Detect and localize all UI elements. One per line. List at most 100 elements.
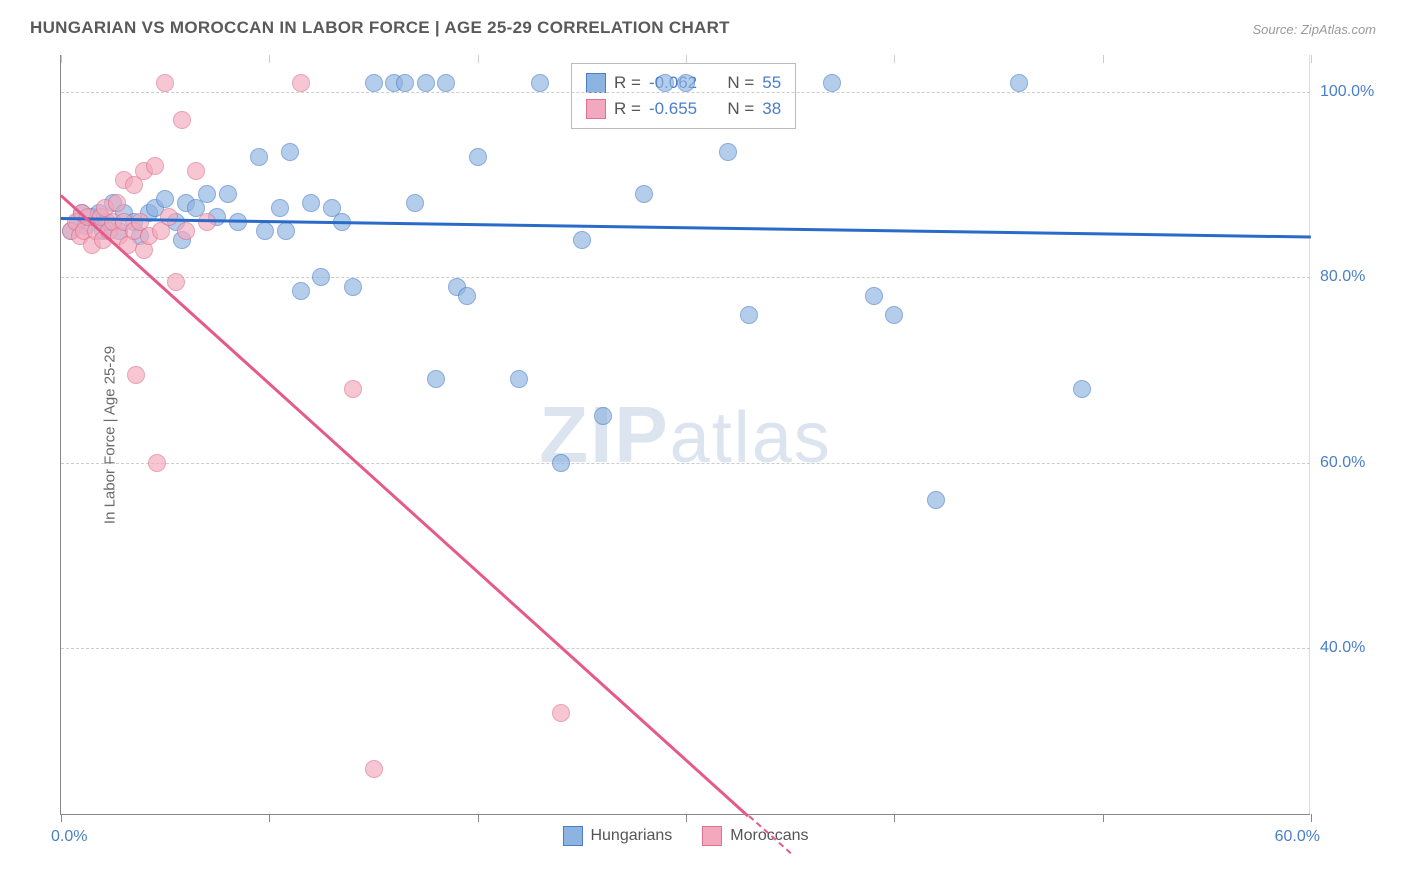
legend-swatch bbox=[586, 73, 606, 93]
data-point bbox=[927, 491, 945, 509]
top-tick bbox=[61, 55, 62, 63]
legend-r-value: -0.655 bbox=[649, 99, 697, 119]
data-point bbox=[885, 306, 903, 324]
chart-title: HUNGARIAN VS MOROCCAN IN LABOR FORCE | A… bbox=[30, 18, 730, 38]
source-attribution: Source: ZipAtlas.com bbox=[1252, 22, 1376, 37]
data-point bbox=[146, 157, 164, 175]
y-axis-label: In Labor Force | Age 25-29 bbox=[102, 345, 119, 523]
data-point bbox=[719, 143, 737, 161]
y-tick-label: 40.0% bbox=[1320, 639, 1390, 657]
gridline bbox=[61, 648, 1310, 649]
x-axis-min-label: 0.0% bbox=[51, 828, 87, 846]
x-tick bbox=[686, 814, 687, 822]
plot-area: In Labor Force | Age 25-29 ZIPatlas R = … bbox=[60, 55, 1310, 815]
data-point bbox=[552, 704, 570, 722]
watermark-rest: atlas bbox=[670, 398, 832, 478]
x-tick bbox=[61, 814, 62, 822]
legend-n-label: N = bbox=[727, 73, 754, 93]
data-point bbox=[219, 185, 237, 203]
legend-label: Hungarians bbox=[590, 827, 672, 845]
x-tick bbox=[478, 814, 479, 822]
data-point bbox=[277, 222, 295, 240]
legend-swatch bbox=[702, 826, 722, 846]
legend-swatch bbox=[562, 826, 582, 846]
data-point bbox=[1010, 74, 1028, 92]
data-point bbox=[740, 306, 758, 324]
data-point bbox=[281, 143, 299, 161]
data-point bbox=[198, 185, 216, 203]
data-point bbox=[823, 74, 841, 92]
data-point bbox=[250, 148, 268, 166]
legend-swatch bbox=[586, 99, 606, 119]
data-point bbox=[865, 287, 883, 305]
data-point bbox=[594, 407, 612, 425]
data-point bbox=[344, 278, 362, 296]
x-tick bbox=[894, 814, 895, 822]
data-point bbox=[635, 185, 653, 203]
gridline bbox=[61, 463, 1310, 464]
data-point bbox=[156, 74, 174, 92]
legend-n-value: 38 bbox=[762, 99, 781, 119]
x-tick bbox=[1311, 814, 1312, 822]
legend-stat-row: R = -0.655 N = 38 bbox=[586, 96, 781, 122]
watermark: ZIPatlas bbox=[539, 389, 832, 481]
data-point bbox=[108, 194, 126, 212]
x-tick bbox=[269, 814, 270, 822]
data-point bbox=[312, 268, 330, 286]
legend-item: Hungarians bbox=[562, 826, 672, 846]
data-point bbox=[167, 273, 185, 291]
data-point bbox=[292, 282, 310, 300]
data-point bbox=[292, 74, 310, 92]
plot-right-border bbox=[1309, 55, 1310, 814]
data-point bbox=[198, 213, 216, 231]
data-point bbox=[160, 208, 178, 226]
gridline bbox=[61, 92, 1310, 93]
data-point bbox=[156, 190, 174, 208]
data-point bbox=[458, 287, 476, 305]
legend-n-value: 55 bbox=[762, 73, 781, 93]
data-point bbox=[406, 194, 424, 212]
top-tick bbox=[1311, 55, 1312, 63]
y-tick-label: 80.0% bbox=[1320, 268, 1390, 286]
data-point bbox=[302, 194, 320, 212]
data-point bbox=[427, 370, 445, 388]
data-point bbox=[469, 148, 487, 166]
data-point bbox=[177, 222, 195, 240]
top-tick bbox=[478, 55, 479, 63]
legend-r-label: R = bbox=[614, 73, 641, 93]
legend-item: Moroccans bbox=[702, 826, 808, 846]
x-tick bbox=[1103, 814, 1104, 822]
top-tick bbox=[686, 55, 687, 63]
top-tick bbox=[269, 55, 270, 63]
data-point bbox=[365, 760, 383, 778]
regression-line bbox=[61, 217, 1311, 238]
legend-r-label: R = bbox=[614, 99, 641, 119]
data-point bbox=[656, 74, 674, 92]
data-point bbox=[677, 74, 695, 92]
data-point bbox=[173, 111, 191, 129]
regression-line bbox=[60, 194, 749, 817]
data-point bbox=[148, 454, 166, 472]
data-point bbox=[256, 222, 274, 240]
legend-n-label: N = bbox=[727, 99, 754, 119]
correlation-legend-box: R = -0.062 N = 55R = -0.655 N = 38 bbox=[571, 63, 796, 129]
data-point bbox=[127, 366, 145, 384]
x-axis-max-label: 60.0% bbox=[1275, 828, 1320, 846]
data-point bbox=[344, 380, 362, 398]
gridline bbox=[61, 277, 1310, 278]
data-point bbox=[417, 74, 435, 92]
y-tick-label: 60.0% bbox=[1320, 454, 1390, 472]
data-point bbox=[437, 74, 455, 92]
data-point bbox=[187, 162, 205, 180]
top-tick bbox=[894, 55, 895, 63]
chart-container: HUNGARIAN VS MOROCCAN IN LABOR FORCE | A… bbox=[0, 0, 1406, 892]
data-point bbox=[552, 454, 570, 472]
data-point bbox=[573, 231, 591, 249]
data-point bbox=[510, 370, 528, 388]
top-tick bbox=[1103, 55, 1104, 63]
data-point bbox=[396, 74, 414, 92]
data-point bbox=[365, 74, 383, 92]
data-point bbox=[1073, 380, 1091, 398]
data-point bbox=[271, 199, 289, 217]
data-point bbox=[531, 74, 549, 92]
